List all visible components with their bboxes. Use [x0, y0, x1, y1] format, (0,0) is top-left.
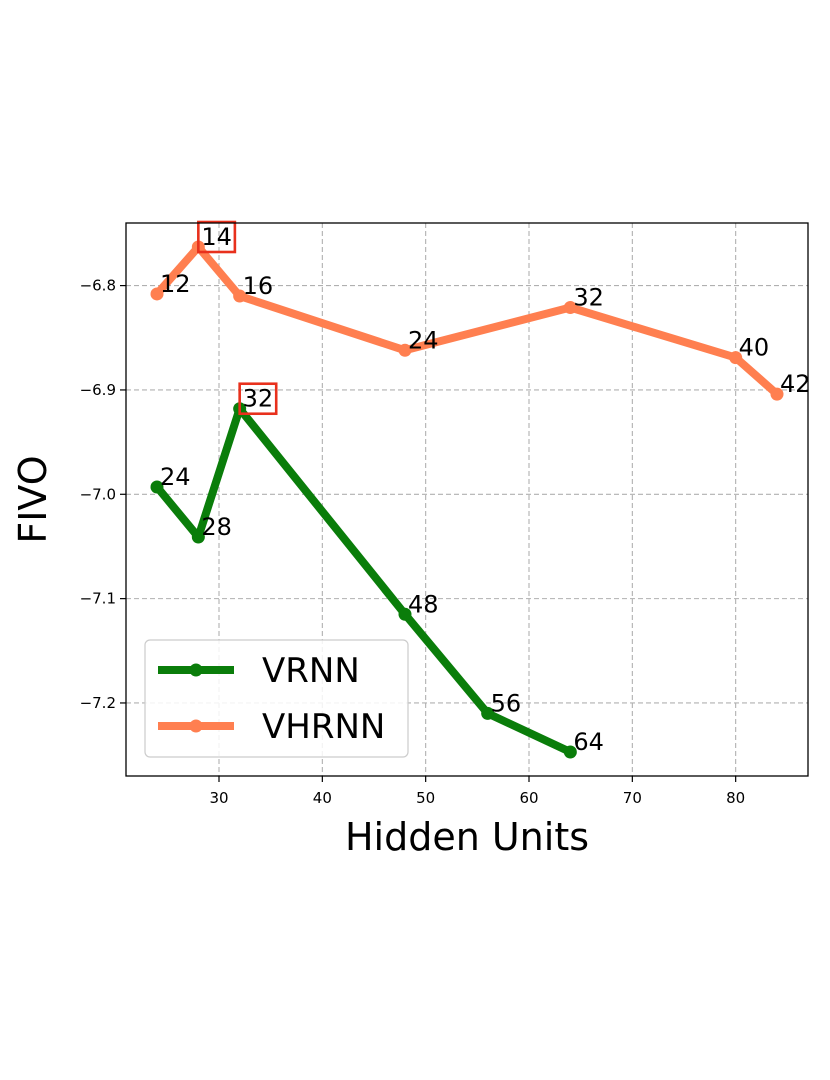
- vhrnn-highlight-box: [197, 220, 237, 254]
- vhrnn-point: [398, 343, 412, 357]
- vrnn-point: [481, 706, 495, 720]
- vhrnn-point-label: 32: [573, 284, 604, 312]
- x-tick-label: 70: [623, 789, 642, 807]
- x-tick-label: 60: [519, 789, 538, 807]
- vhrnn-point-label: 12: [160, 270, 191, 298]
- y-tick-label: −6.9: [80, 381, 116, 399]
- series-layer: [150, 240, 784, 759]
- vrnn-point-label: 32: [243, 385, 274, 413]
- x-tick-label: 30: [209, 789, 228, 807]
- x-tick-label: 40: [313, 789, 332, 807]
- plot-frame: [125, 222, 809, 777]
- vrnn-legend-marker: [189, 663, 203, 677]
- vhrnn-point: [729, 351, 743, 365]
- x-tick-label: 50: [416, 789, 435, 807]
- legend: VRNN VHRNN: [144, 639, 409, 758]
- y-tick-label: −7.2: [80, 694, 116, 712]
- vhrnn-point-label: 40: [739, 334, 770, 362]
- x-axis-title: Hidden Units: [345, 815, 589, 859]
- y-axis-title: FIVO: [11, 455, 55, 543]
- y-tick-label: −7.1: [80, 590, 116, 608]
- vhrnn-legend-label: VHRNN: [262, 707, 385, 747]
- y-tick-label: −6.8: [80, 277, 116, 295]
- vhrnn-point-label: 42: [780, 370, 811, 398]
- vrnn-point-label: 64: [573, 728, 604, 756]
- vhrnn-point: [150, 287, 164, 301]
- vrnn-line: [153, 404, 575, 757]
- vrnn-point: [398, 607, 412, 621]
- point-labels: 24 28 32 48 56 64 12 14 16 24 32 40 42: [160, 220, 811, 756]
- vhrnn-line: [153, 242, 781, 399]
- vrnn-point: [563, 745, 577, 759]
- vrnn-point-label: 24: [160, 463, 191, 491]
- x-tick-label: 80: [726, 789, 745, 807]
- vhrnn-point-label: 16: [243, 272, 274, 300]
- vrnn-point-label: 56: [491, 689, 522, 717]
- vhrnn-point-label: 24: [408, 326, 439, 354]
- vrnn-highlight-box: [238, 382, 278, 416]
- vrnn-point-label: 48: [408, 590, 439, 618]
- y-tick-label: −7.0: [80, 485, 116, 503]
- vrnn-point: [191, 530, 205, 544]
- vhrnn-legend-marker: [189, 719, 203, 733]
- vrnn-point-label: 28: [201, 513, 232, 541]
- vrnn-point: [150, 480, 164, 494]
- vrnn-legend-label: VRNN: [262, 651, 360, 691]
- axis-ticks: 30 40 50 60 70 80 −6.8 −6.9 −7.0 −7.1 −7.2: [80, 277, 746, 807]
- vhrnn-point-label: 14: [201, 223, 232, 251]
- vhrnn-point: [233, 289, 247, 303]
- vhrnn-point: [563, 301, 577, 315]
- vhrnn-point: [770, 387, 784, 401]
